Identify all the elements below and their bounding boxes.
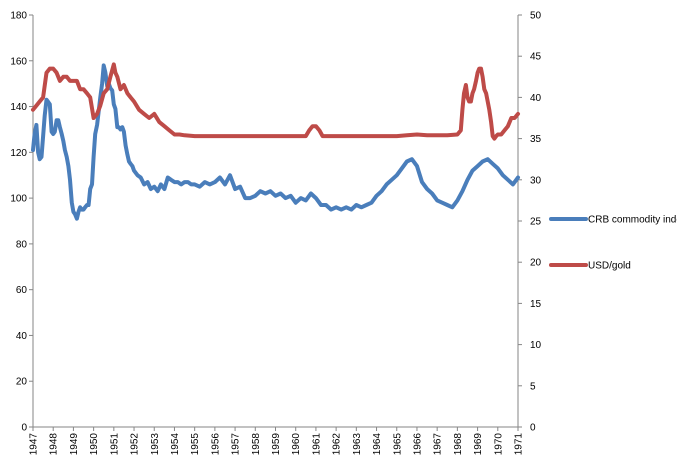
series-line-usd-gold — [31, 62, 520, 141]
legend-label: CRB commodity index — [588, 215, 677, 226]
left-y-tick-label: 180 — [10, 11, 27, 22]
right-y-tick-label: 35 — [530, 134, 542, 145]
x-tick-label: 1961 — [311, 433, 322, 456]
x-tick-label: 1951 — [109, 433, 120, 456]
left-y-ticks: 0 20 40 60 80 100 120 140 160 180 — [10, 11, 33, 434]
right-y-tick-label: 5 — [530, 381, 536, 392]
x-tick-label: 1970 — [493, 433, 504, 456]
right-y-tick-label: 30 — [530, 175, 542, 186]
x-tick-label: 1963 — [352, 433, 363, 456]
x-tick-label: 1967 — [433, 433, 444, 456]
series-line-crb-commodity-index — [31, 63, 520, 221]
x-ticks: 1947 1948 1949 1950 1951 1952 1953 1954 1955 1956… — [29, 427, 525, 455]
x-tick-label: 1960 — [291, 433, 302, 456]
left-y-tick-label: 140 — [10, 102, 27, 113]
x-tick-label: 1964 — [372, 433, 383, 456]
legend: CRB commodity index USD/gold — [549, 215, 677, 272]
right-y-tick-label: 25 — [530, 217, 542, 228]
x-tick-label: 1958 — [251, 433, 262, 456]
x-tick-label: 1957 — [231, 433, 242, 456]
x-tick-label: 1948 — [49, 433, 60, 456]
right-y-tick-label: 0 — [530, 423, 536, 434]
series-layer — [31, 62, 520, 221]
left-y-tick-label: 160 — [10, 56, 27, 67]
x-tick-label: 1952 — [130, 433, 141, 456]
right-y-tick-label: 45 — [530, 52, 542, 63]
right-y-tick-label: 20 — [530, 258, 542, 269]
left-y-tick-label: 40 — [16, 331, 28, 342]
left-y-tick-label: 120 — [10, 148, 27, 159]
x-tick-label: 1953 — [150, 433, 161, 456]
left-y-tick-label: 80 — [16, 239, 28, 250]
x-tick-label: 1959 — [271, 433, 282, 456]
right-y-tick-label: 50 — [530, 11, 542, 22]
x-tick-label: 1949 — [69, 433, 80, 456]
x-tick-label: 1971 — [514, 433, 525, 456]
right-y-ticks: 0 5 10 15 20 25 30 35 40 45 50 — [518, 11, 542, 434]
legend-label: USD/gold — [588, 261, 631, 272]
x-tick-label: 1956 — [210, 433, 221, 456]
x-tick-label: 1955 — [190, 433, 201, 456]
right-y-tick-label: 15 — [530, 299, 542, 310]
left-y-tick-label: 0 — [21, 423, 27, 434]
right-y-tick-label: 10 — [530, 340, 542, 351]
left-y-tick-label: 20 — [16, 377, 28, 388]
x-tick-label: 1950 — [89, 433, 100, 456]
x-tick-label: 1947 — [29, 433, 40, 456]
x-tick-label: 1966 — [412, 433, 423, 456]
x-tick-label: 1965 — [392, 433, 403, 456]
right-y-tick-label: 40 — [530, 93, 542, 104]
x-tick-label: 1962 — [332, 433, 343, 456]
x-tick-label: 1954 — [170, 433, 181, 456]
left-y-tick-label: 100 — [10, 194, 27, 205]
left-y-tick-label: 60 — [16, 285, 28, 296]
x-tick-label: 1968 — [453, 433, 464, 456]
x-tick-label: 1969 — [473, 433, 484, 456]
